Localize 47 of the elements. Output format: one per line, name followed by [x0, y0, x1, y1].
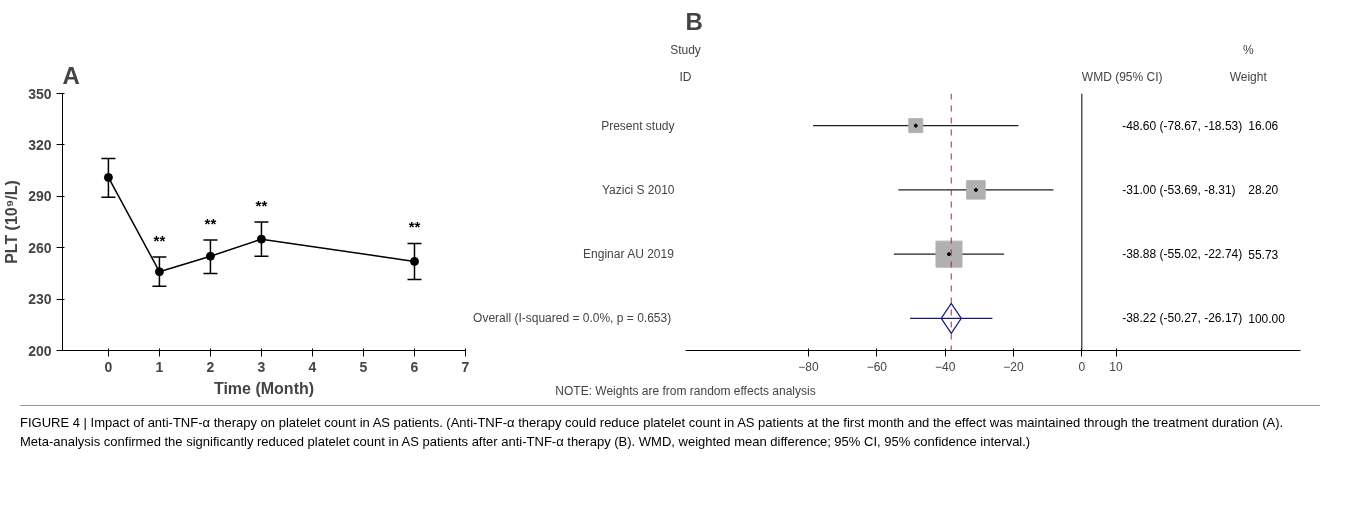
x-tick-label: 10	[1109, 359, 1123, 374]
x-tick-label: 3	[257, 358, 266, 375]
annotation: **	[204, 214, 217, 232]
text: Weight	[1229, 69, 1268, 84]
y-tick-label: Enginar AU 2019	[583, 247, 675, 262]
chart-title: A	[62, 61, 80, 89]
annotation: 16.06	[1248, 119, 1279, 134]
text: Study	[670, 42, 701, 57]
x-tick-label: 4	[308, 358, 317, 375]
annotation: -38.22 (-50.27, -26.17)	[1122, 311, 1243, 326]
x-tick-label: 0	[104, 358, 113, 375]
x-tick-label: 2	[206, 358, 215, 375]
y-tick-label: 200	[28, 342, 52, 359]
annotation: 55.73	[1248, 247, 1279, 262]
x-tick-label: −40	[934, 359, 956, 374]
x-tick-label: −20	[1003, 359, 1024, 374]
y-tick-label: 350	[28, 85, 52, 102]
x-tick-label: 1	[155, 358, 164, 375]
y-tick-label: 320	[28, 136, 52, 153]
annotation: -48.60 (-78.67, -18.53)	[1122, 118, 1243, 133]
caption: FIGURE 4 | Impact of anti-TNF-α therapy on platelet count in AS patients. (Anti-TNF-α therapy could reduce platelet count in AS patients at the first month and the effect was maintained through the treatment duration (A). Meta-analysis confirmed the significantly reduced platelet count in AS patients after anti-TNF-α therapy (B). WMD, weighted mean difference; 95% CI, 95% confidence interval.)	[20, 414, 1285, 451]
y-tick-label: Yazici S 2010	[602, 182, 675, 197]
text: ID	[679, 69, 692, 84]
annotation: -38.88 (-55.02, -22.74)	[1122, 247, 1243, 262]
x-tick-label: 5	[359, 358, 368, 375]
y-tick-label: 290	[28, 188, 52, 205]
annotation: 28.20	[1248, 183, 1279, 198]
annotation: **	[153, 232, 166, 250]
x-tick-label: −60	[866, 359, 888, 374]
x-tick-label: 0	[1078, 359, 1086, 374]
y-tick-label: Overall (I-squared = 0.0%, p = 0.653)	[473, 311, 672, 326]
x-tick-label: 6	[410, 358, 419, 375]
text: %	[1242, 42, 1254, 57]
chart-title: B	[685, 7, 703, 35]
y-tick-label: 230	[28, 291, 52, 308]
annotation: **	[255, 197, 268, 214]
annotation: 100.00	[1248, 311, 1286, 326]
x-tick-label: −80	[798, 359, 819, 374]
text: WMD (95% CI)	[1081, 69, 1163, 84]
text: NOTE: Weights are from random effects analysis	[555, 383, 816, 398]
y-tick-label: Present study	[601, 118, 675, 133]
annotation: **	[408, 218, 421, 236]
annotation: -31.00 (-53.69, -8.31)	[1122, 182, 1236, 197]
x-axis-title: Time (Month)	[213, 379, 315, 397]
y-axis-title: PLT (10⁹/L)	[3, 180, 21, 264]
y-tick-label: 260	[28, 239, 52, 256]
x-tick-label: 7	[461, 358, 470, 375]
